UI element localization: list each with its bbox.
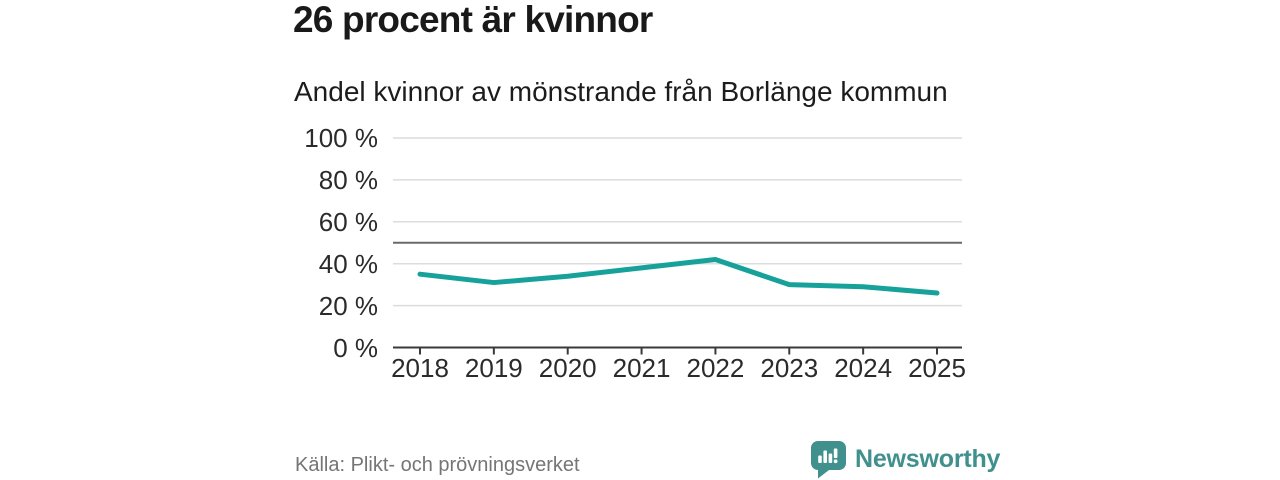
y-axis-tick-label: 0 % [333, 332, 378, 363]
x-axis-tick-label: 2020 [538, 353, 597, 383]
chart-subtitle: Andel kvinnor av mönstrande från Borläng… [294, 76, 948, 107]
chart-canvas [393, 137, 962, 355]
y-axis-tick-label: 60 % [318, 206, 378, 237]
chart-title: 26 procent är kvinnor [293, 0, 653, 40]
data-line [417, 257, 940, 296]
y-axis-tick-label: 100 % [304, 123, 378, 153]
x-axis-tick-label: 2021 [612, 353, 671, 383]
x-axis-tick-label: 2025 [908, 353, 966, 383]
y-axis-tick-label: 80 % [318, 164, 378, 195]
x-axis-tick-label: 2018 [391, 353, 449, 383]
y-axis-tick-label: 20 % [318, 290, 378, 321]
newsworthy-logo: Newsworthy [810, 440, 1000, 478]
newsworthy-wordmark: Newsworthy [855, 444, 1001, 473]
y-axis-tick-label: 40 % [318, 248, 378, 279]
line-chart: 0 % 20 % 40 % 60 % 80 % 100 % 2018 2019 2020 2021… [290, 123, 980, 394]
x-axis-tick-label: 2024 [834, 353, 893, 383]
x-axis-tick-label: 2023 [760, 353, 819, 383]
x-axis-tick-label: 2019 [464, 353, 523, 383]
x-axis-tick-label: 2022 [686, 353, 745, 383]
bar-chart-speech-bubble-icon [811, 440, 846, 478]
source-note: Källa: Plikt- och prövningsverket [295, 454, 580, 476]
